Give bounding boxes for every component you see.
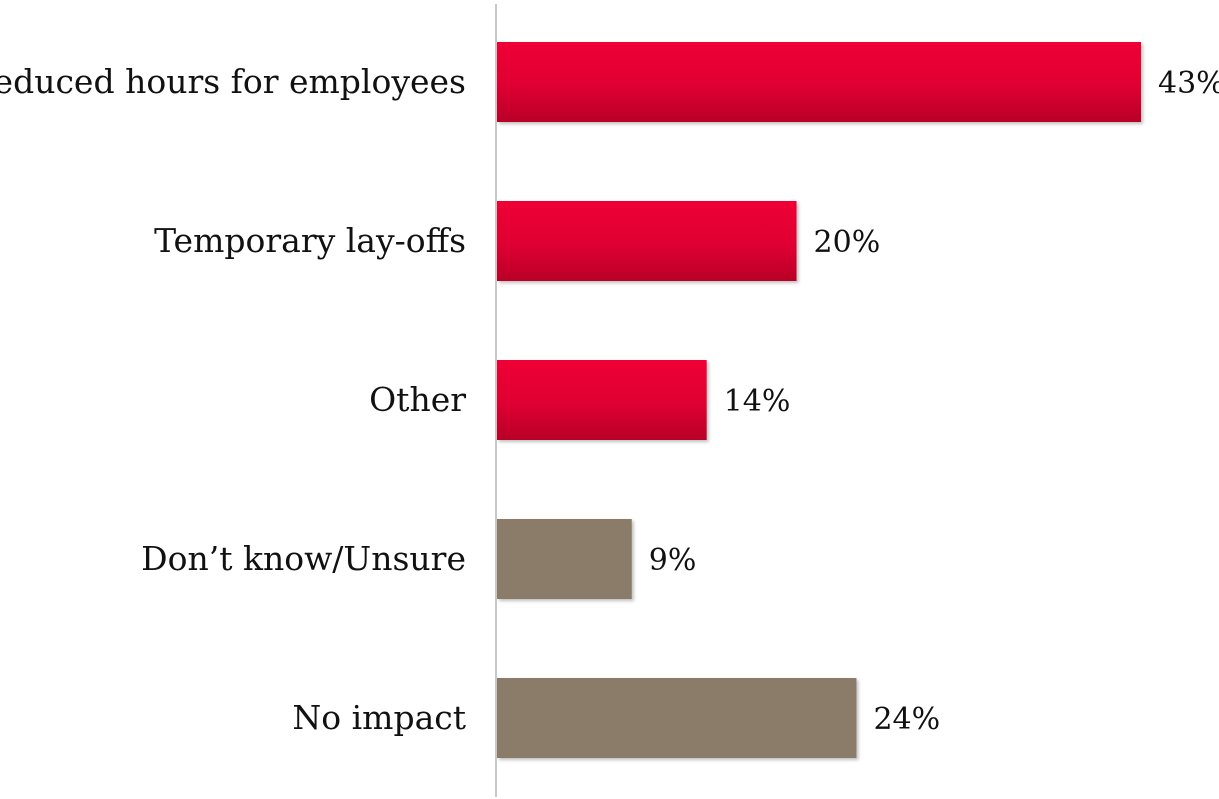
bar-4 [497, 678, 857, 758]
bar-0 [497, 42, 1141, 122]
value-label-2: 14% [724, 384, 791, 419]
bar-1 [497, 201, 797, 281]
category-labels: Reduced hours for employees Temporary lay… [0, 62, 466, 737]
value-label-0: 43% [1158, 66, 1219, 101]
value-label-3: 9% [649, 543, 697, 578]
bar-3 [497, 519, 632, 599]
bar-group [497, 42, 1141, 758]
value-label-1: 20% [814, 225, 881, 260]
category-label-4: No impact [292, 698, 466, 737]
value-label-4: 24% [873, 702, 940, 737]
bar-2 [497, 360, 707, 440]
category-label-2: Other [369, 380, 466, 419]
category-label-0: Reduced hours for employees [0, 62, 466, 101]
category-label-3: Don’t know/Unsure [141, 539, 466, 578]
value-labels: 43% 20% 14% 9% 24% [649, 66, 1219, 737]
category-label-1: Temporary lay-offs [154, 221, 466, 260]
